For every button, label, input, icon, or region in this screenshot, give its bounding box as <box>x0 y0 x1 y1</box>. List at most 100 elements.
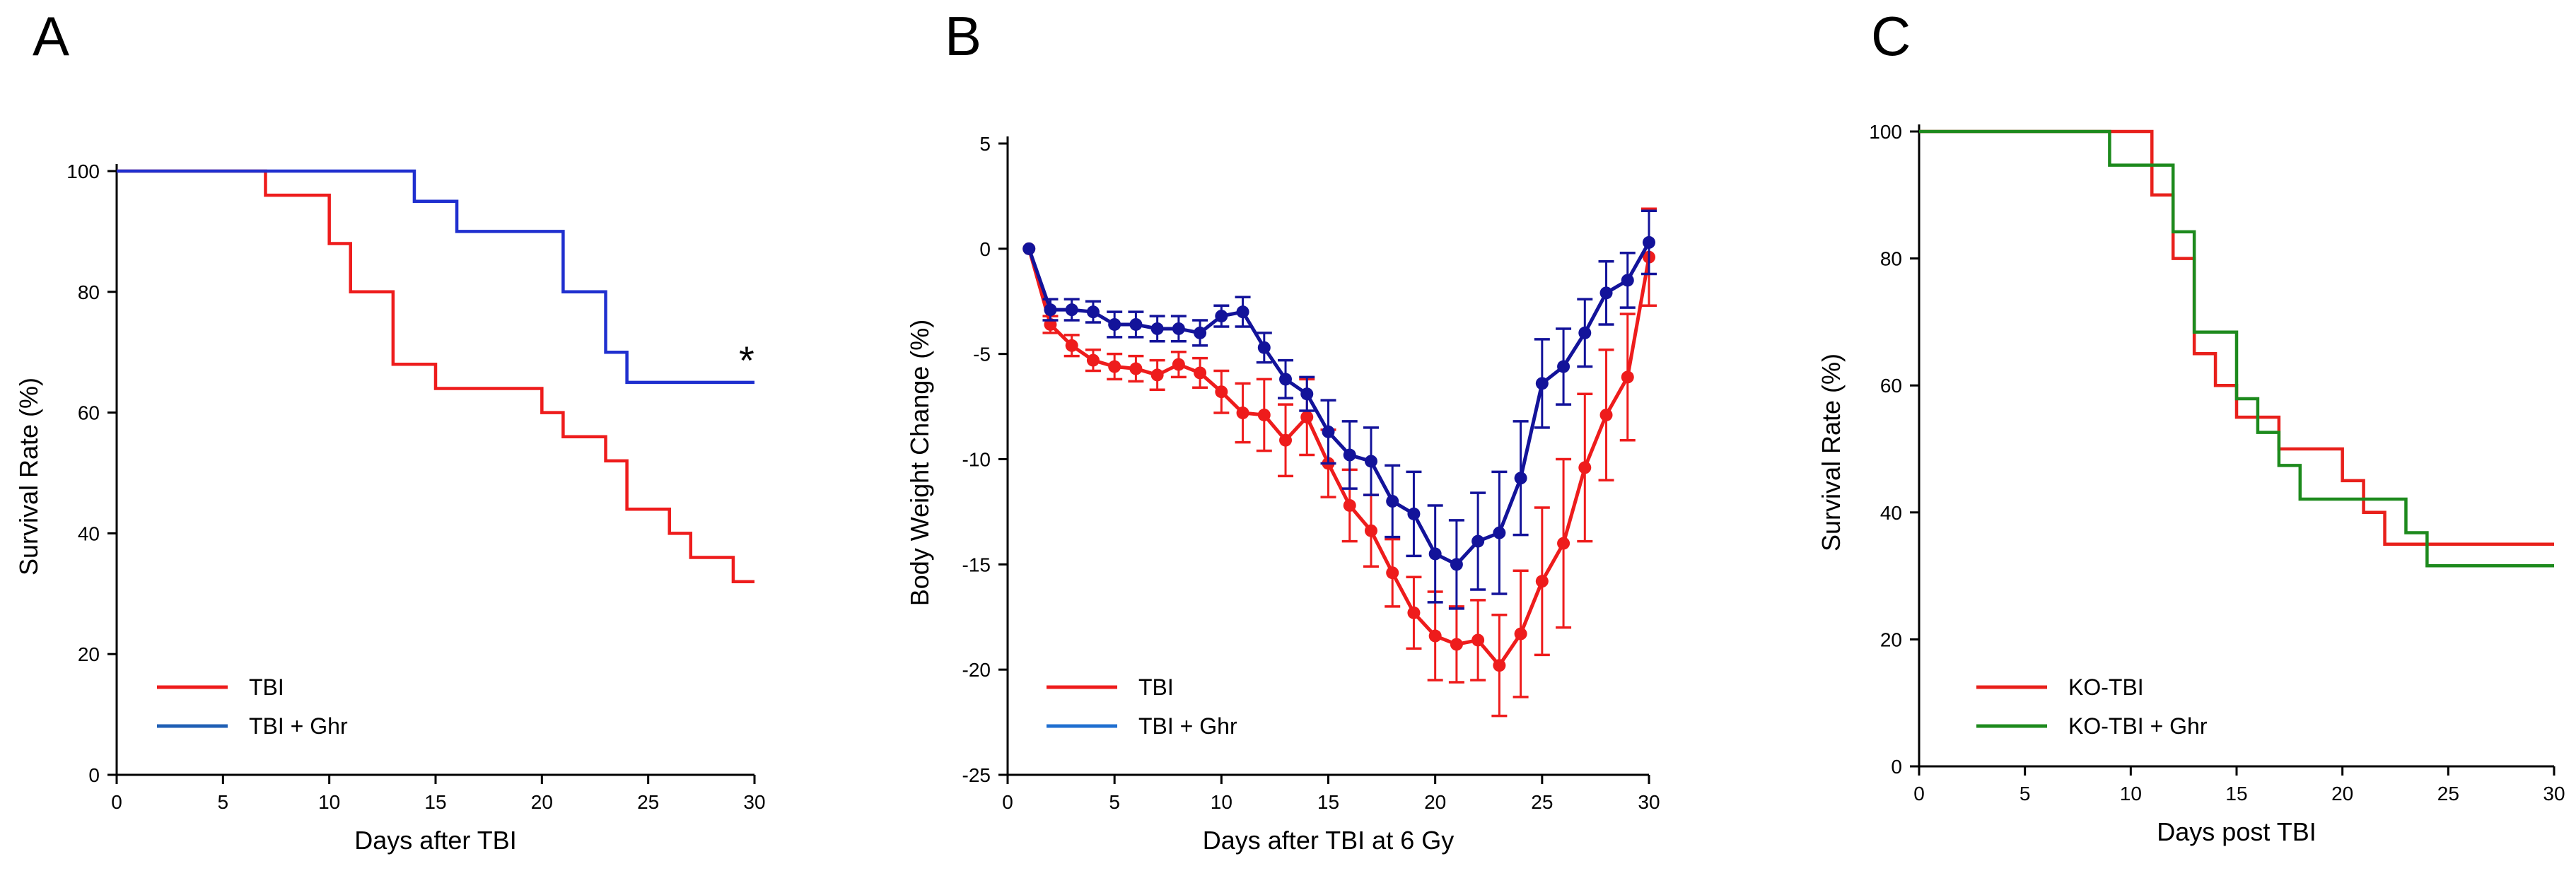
x-tick-label: 0 <box>111 791 122 813</box>
data-point <box>1514 472 1527 485</box>
data-point <box>1621 370 1634 384</box>
data-point <box>1471 534 1485 548</box>
data-point <box>1065 303 1078 317</box>
data-point <box>1643 235 1655 249</box>
y-tick-label: 40 <box>1880 502 1902 524</box>
data-point <box>1557 360 1570 373</box>
data-point <box>1172 322 1185 335</box>
data-point <box>1236 305 1249 319</box>
data-point <box>1150 368 1164 382</box>
y-tick-label: 80 <box>78 281 100 303</box>
data-point <box>1343 498 1356 512</box>
x-tick-label: 10 <box>318 791 340 813</box>
data-point <box>1535 575 1549 588</box>
x-tick-label: 0 <box>1002 791 1013 813</box>
data-point <box>1578 326 1592 339</box>
data-point <box>1493 659 1506 672</box>
data-point <box>1236 407 1249 420</box>
data-point <box>1300 410 1314 423</box>
data-point <box>1215 385 1228 399</box>
y-tick-label: 60 <box>1880 375 1902 397</box>
data-point <box>1279 433 1293 447</box>
y-tick-label: -10 <box>962 449 991 471</box>
data-point <box>1343 448 1356 462</box>
x-tick-label: 15 <box>424 791 446 813</box>
data-point <box>1129 362 1143 375</box>
x-tick-label: 25 <box>1531 791 1553 813</box>
chart-a: 0 5 10 15 20 25 30 0 20 40 60 80 100 Days after TBI Su… <box>14 160 766 855</box>
data-point <box>1578 461 1592 474</box>
x-tick-label: 15 <box>1317 791 1339 813</box>
data-point <box>1407 606 1421 619</box>
y-tick-label: 5 <box>979 133 991 155</box>
data-point <box>1215 310 1228 323</box>
data-point <box>1386 495 1399 508</box>
y-axis-label: Survival Rate (%) <box>1817 353 1846 551</box>
x-tick-label: 25 <box>637 791 659 813</box>
y-axis-label: Survival Rate (%) <box>14 378 43 575</box>
x-tick-label: 10 <box>1211 791 1232 813</box>
x-tick-label: 10 <box>2120 783 2142 805</box>
y-tick-label: 20 <box>78 643 100 665</box>
data-point <box>1557 537 1570 550</box>
significance-marker: * <box>739 338 754 382</box>
legend-label-1: KO-TBI <box>2068 674 2144 700</box>
series-line-2 <box>1919 129 2554 568</box>
data-point <box>1194 326 1207 339</box>
x-tick-label: 30 <box>2543 783 2565 805</box>
y-tick-label: 0 <box>88 764 100 786</box>
data-point <box>1364 524 1377 537</box>
data-point <box>1279 373 1293 386</box>
x-tick-label: 5 <box>1109 791 1120 813</box>
data-point <box>1194 366 1207 380</box>
data-point <box>1172 358 1185 371</box>
data-point <box>1428 629 1442 643</box>
data-point <box>1493 526 1506 539</box>
x-axis-label: Days after TBI <box>354 826 516 855</box>
y-tick-label: 0 <box>979 238 991 260</box>
data-point <box>1621 274 1634 287</box>
data-point <box>1257 408 1271 421</box>
x-tick-label: 20 <box>1424 791 1446 813</box>
x-tick-label: 25 <box>2437 783 2459 805</box>
series-line-1 <box>117 169 754 583</box>
data-point <box>1108 317 1121 331</box>
panel-letter-c: C <box>1871 5 1911 67</box>
data-point <box>1471 633 1485 647</box>
y-tick-label: 100 <box>66 160 100 182</box>
legend-label-1: TBI <box>249 674 284 700</box>
y-tick-label: 80 <box>1880 248 1902 270</box>
data-point <box>1108 360 1121 373</box>
data-point <box>1129 317 1143 331</box>
y-tick-label: 100 <box>1869 121 1902 143</box>
y-tick-label: -5 <box>973 344 991 366</box>
data-point <box>1364 455 1377 468</box>
chart-b: 0 5 10 15 20 25 30 -25 -20 -15 -10 -5 0 5 Days after T… <box>905 133 1660 855</box>
series-line-2 <box>117 169 754 385</box>
data-point <box>1514 627 1527 641</box>
x-tick-label: 15 <box>2225 783 2247 805</box>
x-tick-label: 20 <box>2331 783 2353 805</box>
data-point <box>1086 305 1100 319</box>
data-point <box>1450 638 1463 651</box>
data-point <box>1044 303 1057 317</box>
x-axis-label: Days post TBI <box>2157 817 2316 846</box>
legend-label-2: KO-TBI + Ghr <box>2068 713 2208 739</box>
data-point <box>1428 547 1442 561</box>
panel-letter-b: B <box>945 5 981 67</box>
x-tick-label: 30 <box>1638 791 1660 813</box>
x-tick-label: 30 <box>743 791 765 813</box>
data-point <box>1386 566 1399 580</box>
data-point <box>1450 558 1463 571</box>
x-tick-label: 5 <box>2020 783 2031 805</box>
data-point <box>1300 387 1314 401</box>
y-tick-label: 40 <box>78 522 100 544</box>
y-tick-label: -25 <box>962 764 991 786</box>
y-tick-label: -20 <box>962 659 991 681</box>
data-point <box>1535 377 1549 390</box>
legend-label-2: TBI + Ghr <box>1138 713 1237 739</box>
data-point <box>1322 425 1335 438</box>
data-point <box>1599 408 1613 421</box>
y-tick-label: 20 <box>1880 628 1902 650</box>
